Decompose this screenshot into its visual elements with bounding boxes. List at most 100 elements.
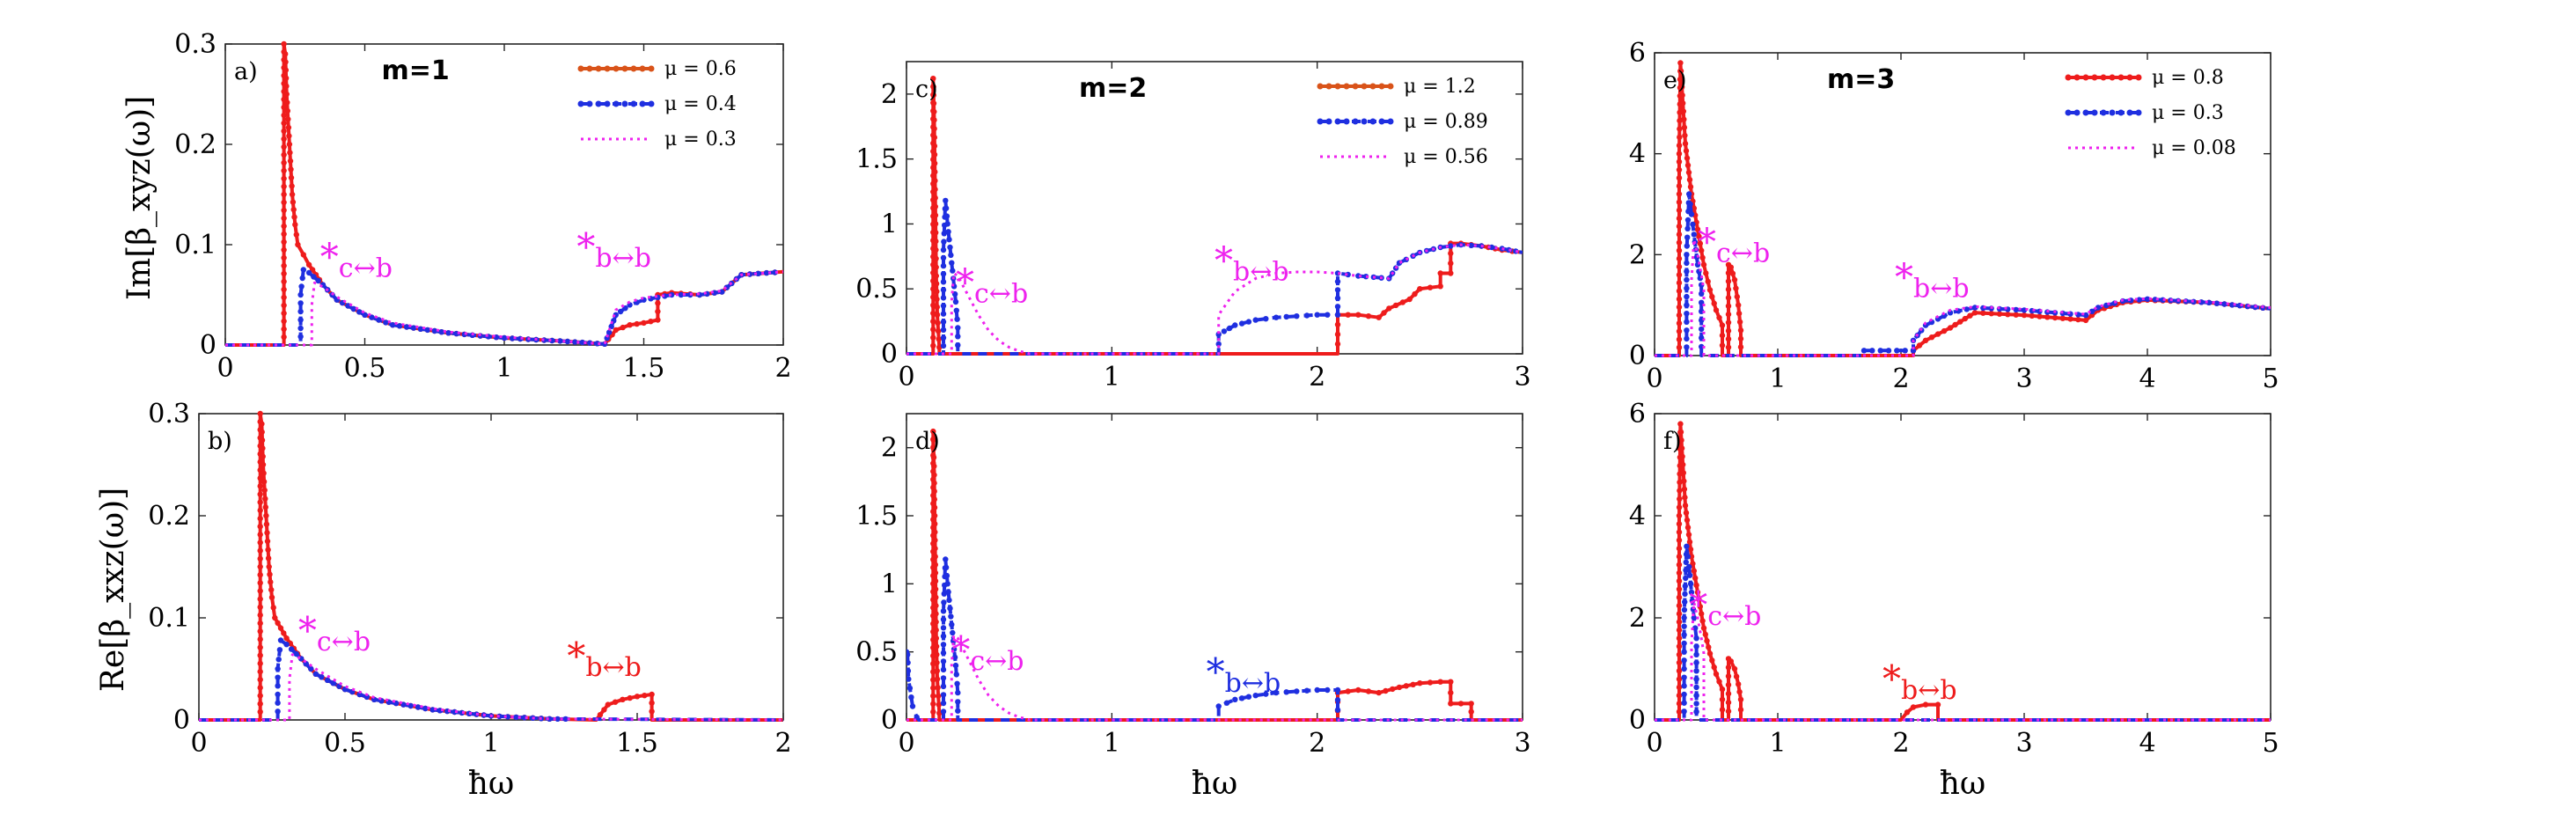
data-point [1468,242,1474,248]
data-point [1325,686,1331,694]
data-point [1681,606,1688,613]
data-point [1676,504,1683,510]
x-tick-label: 0 [1646,363,1662,394]
data-point [1676,512,1683,519]
data-point [1684,543,1690,549]
data-point [1684,260,1690,267]
data-point [1700,625,1707,631]
data-point [281,286,287,293]
data-point [268,579,274,585]
data-point [1676,668,1683,674]
legend-marker [1343,118,1350,125]
legend-marker [648,65,655,72]
legend-marker [2126,109,2133,116]
data-point [940,633,947,639]
data-point [417,326,424,332]
legend-marker [2117,74,2125,81]
data-point [257,499,263,505]
data-point [1334,697,1341,703]
x-tick-label: 5 [2262,728,2279,759]
data-point [1693,635,1699,642]
data-point [2029,312,2035,319]
data-point [259,429,265,436]
data-point [1676,709,1683,715]
data-point [1691,568,1698,574]
data-point [1390,686,1396,693]
y-tick-label: 0 [1629,341,1646,371]
data-point [285,124,292,131]
data-point [298,283,305,290]
data-point [934,676,941,682]
data-point [1687,581,1694,587]
data-point [1684,268,1690,275]
data-point [1676,175,1683,181]
data-point [257,563,263,570]
annotation-f-1: *b↔b [1882,657,1957,706]
data-point [940,608,947,614]
data-point [1684,517,1691,524]
legend-marker [586,100,593,107]
data-point [363,694,371,701]
data-point [933,255,939,261]
annotation-star: * [1895,255,1913,298]
x-tick-label: 1 [482,728,499,759]
data-point [933,238,939,245]
legend-marker [2109,74,2116,81]
data-point [275,691,281,698]
data-point [655,308,661,315]
data-point [1676,651,1683,657]
data-point [1693,651,1699,657]
data-point [1725,295,1732,301]
data-point [257,515,263,522]
y-tick-label: 4 [1629,139,1646,170]
data-point [257,572,263,578]
data-point [932,545,938,552]
data-point [1334,321,1341,327]
data-point [931,480,937,487]
y-tick-label: 2 [881,433,898,464]
data-point [292,222,298,228]
data-point [261,487,268,494]
data-point [949,260,955,266]
series-group-d [906,428,1523,722]
legend-marker [1317,83,1324,90]
data-point [281,136,287,143]
data-point [297,308,304,315]
annotation-b-1: *b↔b [567,635,642,683]
legend-marker [2065,109,2072,116]
annotation-star: * [576,225,595,268]
annotation-e-0: *c↔b [1698,220,1770,268]
data-point [933,602,939,609]
data-point [955,342,961,349]
plot-frame-e [1654,52,2271,356]
data-point [940,262,947,269]
data-point [933,594,939,600]
data-point [1711,300,1717,306]
data-point [345,303,351,309]
data-point [410,325,417,331]
data-point [941,239,947,245]
data-point [930,709,936,716]
data-point [284,99,290,106]
data-point [940,319,947,325]
legend-label-c-2: μ = 0.56 [1404,146,1488,168]
data-point [257,524,263,530]
legend-marker [1387,118,1394,125]
data-point [1676,183,1683,189]
data-point [1294,313,1300,319]
data-point [931,488,937,495]
x-tick-label: 0 [1646,728,1662,759]
data-point [1725,303,1732,309]
legend-marker [604,100,611,107]
annotation-sub: c↔b [970,646,1024,677]
data-point [1314,686,1320,694]
data-point [943,213,950,219]
annotation-star: * [956,261,974,305]
data-point [297,317,304,323]
data-point [1725,691,1732,697]
data-point [932,203,939,209]
data-point [283,75,290,82]
data-point [2013,306,2019,313]
data-point [257,668,263,675]
